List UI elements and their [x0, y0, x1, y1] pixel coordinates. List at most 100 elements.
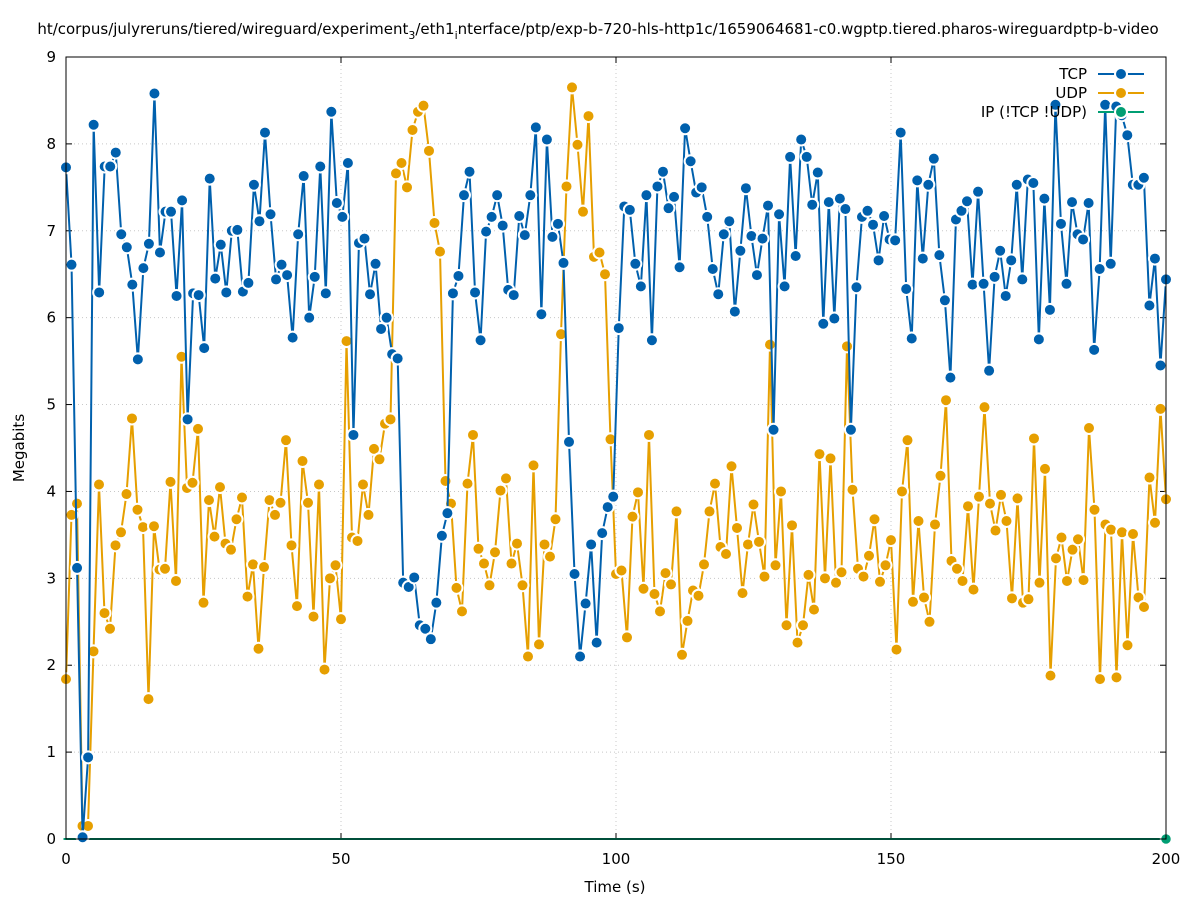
data-point: [422, 143, 436, 158]
data-point: [576, 204, 590, 219]
data-point: [405, 122, 420, 137]
data-point: [559, 179, 574, 194]
data-point: [1142, 298, 1157, 313]
data-point: [678, 121, 693, 136]
data-point: [565, 80, 579, 95]
data-point: [642, 427, 656, 442]
data-point: [202, 493, 216, 508]
data-point: [1153, 401, 1168, 416]
data-point: [982, 363, 997, 378]
data-point: [702, 504, 717, 519]
data-point: [972, 489, 986, 504]
data-point: [1004, 253, 1019, 268]
data-point: [196, 595, 211, 610]
y-tick-label: 7: [46, 222, 56, 240]
data-point: [895, 484, 909, 499]
data-point: [86, 644, 101, 659]
data-point: [849, 280, 864, 295]
data-point: [622, 202, 637, 217]
data-point: [796, 618, 810, 633]
y-tick-label: 4: [46, 482, 56, 500]
data-point: [495, 218, 510, 233]
data-point: [1071, 532, 1085, 547]
data-point: [473, 333, 488, 348]
data-point: [543, 549, 557, 564]
data-point: [694, 180, 709, 195]
data-point: [97, 606, 112, 621]
data-point: [650, 179, 665, 194]
data-point: [273, 495, 288, 510]
data-point: [471, 541, 486, 556]
data-point: [744, 228, 759, 243]
data-point: [730, 520, 744, 535]
data-point: [114, 525, 128, 540]
data-point: [550, 216, 565, 231]
data-point: [1081, 195, 1096, 210]
data-point: [534, 307, 549, 322]
data-point: [966, 582, 981, 597]
data-point: [829, 575, 843, 590]
data-point: [390, 351, 405, 366]
data-point: [1026, 175, 1041, 190]
data-point: [1147, 251, 1162, 266]
data-point: [1031, 332, 1046, 347]
data-point: [506, 288, 521, 303]
data-point: [174, 349, 189, 364]
y-axis-label: Megabits: [10, 414, 28, 482]
data-point: [672, 260, 687, 275]
data-point: [1115, 525, 1129, 540]
data-point: [777, 279, 792, 294]
data-point: [697, 557, 711, 572]
data-point: [460, 476, 475, 491]
data-point: [950, 561, 964, 576]
data-point: [372, 452, 387, 467]
data-point: [290, 599, 304, 614]
data-point: [633, 279, 648, 294]
data-point: [1042, 302, 1057, 317]
data-point: [631, 485, 645, 500]
data-point: [733, 243, 748, 258]
data-point: [468, 285, 483, 300]
data-point: [312, 477, 326, 492]
data-point: [862, 548, 876, 563]
data-point: [280, 268, 295, 283]
data-point: [567, 566, 582, 581]
data-point: [877, 209, 892, 224]
data-point: [374, 321, 389, 336]
data-point: [158, 561, 172, 576]
data-point: [937, 293, 952, 308]
data-point: [1153, 358, 1168, 373]
y-tick-label: 0: [46, 830, 56, 848]
y-tick-label: 2: [46, 656, 56, 674]
data-point: [832, 191, 847, 206]
legend-item: IP (!TCP !UDP): [981, 103, 1144, 121]
data-point: [763, 337, 777, 352]
data-point: [197, 341, 212, 356]
data-point: [639, 188, 654, 203]
data-point: [955, 573, 970, 588]
data-point: [647, 586, 662, 601]
data-point: [772, 207, 787, 222]
data-point: [1103, 256, 1118, 271]
data-point: [152, 245, 167, 260]
x-tick-label: 0: [61, 850, 71, 868]
data-point: [169, 288, 184, 303]
data-point: [477, 556, 491, 571]
data-point: [807, 602, 821, 617]
data-point: [323, 571, 337, 586]
data-point: [70, 560, 85, 575]
data-point: [81, 750, 96, 765]
data-point: [774, 484, 788, 499]
data-point: [1076, 573, 1091, 588]
data-point: [904, 331, 919, 346]
data-point: [805, 197, 820, 212]
data-point: [499, 471, 513, 486]
data-point: [429, 595, 444, 610]
data-point: [636, 581, 651, 596]
data-point: [241, 275, 256, 290]
data-point: [108, 538, 123, 553]
data-point: [1137, 600, 1151, 615]
data-point: [361, 507, 376, 522]
data-point: [752, 534, 766, 549]
data-point: [716, 227, 731, 242]
